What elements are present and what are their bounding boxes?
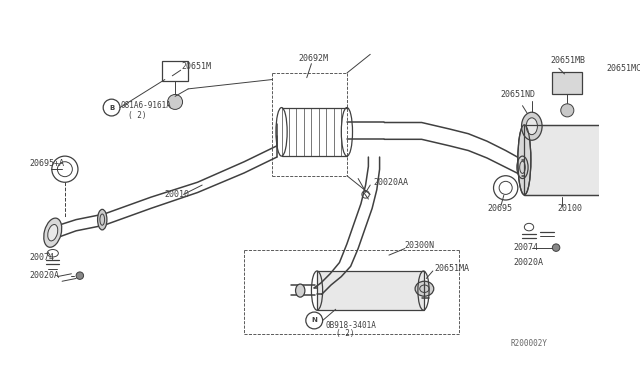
Bar	[552, 72, 582, 94]
Ellipse shape	[522, 112, 542, 140]
Ellipse shape	[44, 218, 61, 247]
Circle shape	[612, 120, 621, 129]
Text: 081A6-9161A: 081A6-9161A	[121, 101, 172, 110]
Text: 20074: 20074	[29, 253, 54, 262]
Text: 20695+A: 20695+A	[29, 159, 65, 168]
Text: N: N	[311, 317, 317, 324]
Text: 20020AA: 20020AA	[373, 178, 408, 187]
Text: 20651MA: 20651MA	[435, 264, 470, 273]
Text: 20074: 20074	[513, 243, 538, 252]
Text: 20300N: 20300N	[405, 241, 435, 250]
Ellipse shape	[415, 281, 434, 296]
Text: 0B918-3401A: 0B918-3401A	[325, 321, 376, 330]
Circle shape	[306, 312, 323, 329]
Text: ( 2): ( 2)	[336, 329, 354, 338]
Text: 20651MC: 20651MC	[607, 64, 640, 73]
Ellipse shape	[48, 224, 58, 241]
Text: 20020A: 20020A	[29, 271, 60, 280]
Circle shape	[76, 272, 84, 279]
Ellipse shape	[97, 209, 107, 230]
Text: 20651ND: 20651ND	[500, 90, 535, 99]
Text: 20020A: 20020A	[513, 258, 543, 267]
Bar	[317, 271, 424, 310]
Text: 20651MB: 20651MB	[550, 57, 586, 65]
Bar	[609, 117, 625, 147]
Ellipse shape	[518, 125, 531, 195]
Bar	[524, 125, 609, 195]
Text: 20692M: 20692M	[298, 54, 328, 64]
Text: 20100: 20100	[557, 204, 582, 213]
Ellipse shape	[602, 125, 615, 195]
Circle shape	[168, 94, 182, 109]
Circle shape	[561, 104, 574, 117]
Text: 20010: 20010	[165, 190, 190, 199]
Text: B: B	[109, 105, 114, 110]
Text: R200002Y: R200002Y	[510, 339, 547, 348]
Circle shape	[612, 133, 621, 142]
Bar	[524, 125, 609, 195]
Bar	[162, 61, 188, 81]
Circle shape	[103, 99, 120, 116]
Text: 20695: 20695	[487, 204, 512, 213]
Circle shape	[552, 244, 560, 251]
Bar	[317, 271, 424, 310]
Text: 20651M: 20651M	[182, 62, 212, 71]
Bar	[524, 125, 609, 195]
Text: ( 2): ( 2)	[129, 110, 147, 119]
Ellipse shape	[526, 118, 538, 135]
Ellipse shape	[296, 284, 305, 297]
